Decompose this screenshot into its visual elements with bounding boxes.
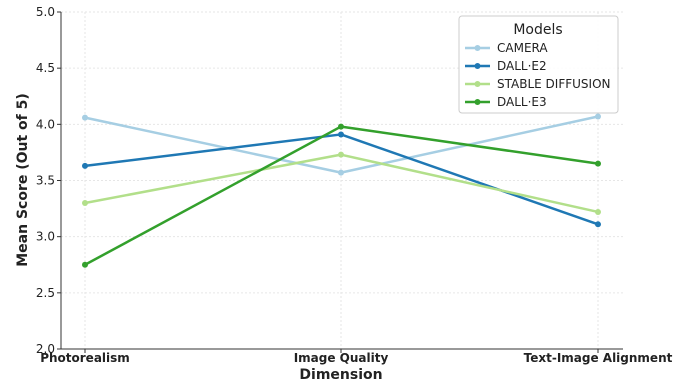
data-point [82, 261, 88, 268]
series-line [84, 153, 599, 214]
legend-label: DALL·E2 [497, 59, 547, 73]
legend: Models CAMERA DALL·E2 STABLE DIFFUSION DALL… [458, 15, 619, 114]
y-axis-title: Mean Score (Out of 5) [15, 93, 31, 267]
y-tick-label: 3.5 [36, 174, 55, 188]
legend-box [458, 15, 619, 114]
x-axis-title: Dimension [299, 367, 382, 381]
data-point [82, 114, 88, 121]
data-point [338, 131, 344, 138]
y-tick-label: 2.5 [36, 286, 55, 300]
y-tick-label: 4.5 [36, 61, 55, 75]
data-point [595, 113, 601, 120]
legend-label: STABLE DIFFUSION [497, 77, 610, 91]
y-ticks: 2.0 2.5 3.0 3.5 4.0 4.5 5.0 [36, 5, 61, 356]
x-tick-label: Text-Image Alignment [524, 351, 673, 365]
legend-swatch-marker [474, 45, 481, 51]
data-point [595, 208, 601, 215]
legend-items: CAMERA DALL·E2 STABLE DIFFUSION DALL·E3 [465, 41, 610, 109]
data-point [595, 221, 601, 228]
series-1 [82, 131, 601, 228]
legend-label: DALL·E3 [497, 95, 547, 109]
series-0 [82, 113, 601, 176]
data-point [82, 162, 88, 169]
legend-swatch-marker [474, 81, 481, 87]
y-tick-label: 5.0 [36, 5, 55, 19]
legend-item: DALL·E3 [465, 95, 547, 109]
y-tick-label: 2.0 [36, 342, 55, 356]
data-point [338, 169, 344, 176]
legend-item: DALL·E2 [465, 59, 547, 73]
legend-label: CAMERA [497, 41, 548, 55]
data-point [595, 160, 601, 167]
x-tick-label: Image Quality [294, 351, 389, 365]
series-line [84, 133, 599, 226]
y-tick-label: 3.0 [36, 230, 55, 244]
legend-item: CAMERA [465, 41, 548, 55]
data-point [338, 151, 344, 158]
legend-item: STABLE DIFFUSION [465, 77, 610, 91]
x-tick-label: Photorealism [40, 351, 130, 365]
data-point [82, 199, 88, 206]
x-ticks: Photorealism Image Quality Text-Image Alig… [40, 349, 673, 365]
data-point [338, 123, 344, 130]
series-group [82, 113, 601, 268]
legend-title: Models [513, 22, 562, 38]
series-2 [82, 151, 601, 215]
series-3 [82, 123, 601, 268]
legend-swatch-marker [474, 63, 481, 69]
y-tick-label: 4.0 [36, 117, 55, 131]
legend-swatch-marker [474, 99, 481, 105]
